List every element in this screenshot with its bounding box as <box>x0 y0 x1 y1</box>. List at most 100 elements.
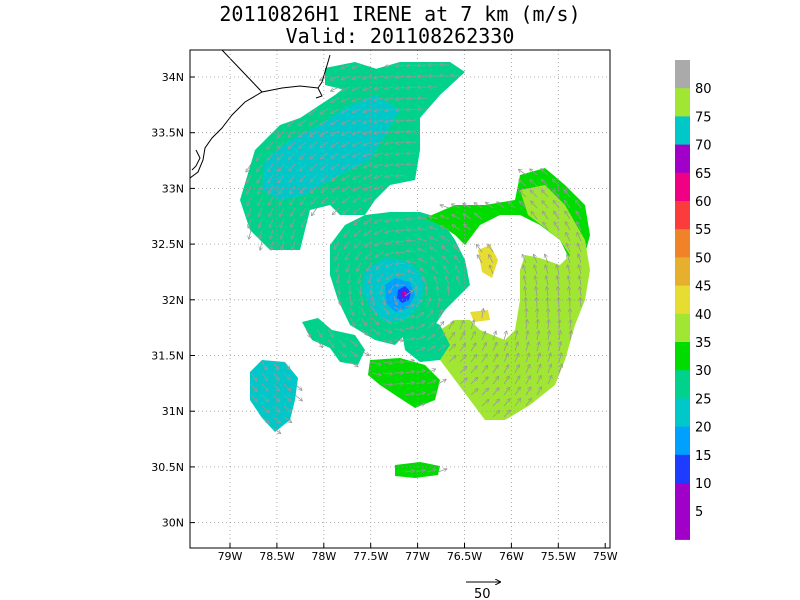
wind-vector <box>270 218 274 227</box>
wind-vector <box>415 336 424 341</box>
wind-vector <box>426 299 430 308</box>
wind-vector <box>426 287 427 297</box>
wind-vector <box>364 174 373 179</box>
wind-vector <box>261 383 268 391</box>
wind-vector <box>342 64 351 68</box>
wind-vector <box>272 361 278 369</box>
wind-vector <box>514 376 520 385</box>
colorbar-swatch <box>675 426 690 456</box>
wind-vector <box>514 387 520 396</box>
wind-vector <box>282 240 285 250</box>
wind-vector <box>492 411 500 418</box>
wind-vector <box>437 287 438 297</box>
wind-vector <box>283 405 291 412</box>
wind-vector <box>470 343 476 352</box>
wind-vector <box>288 119 296 126</box>
wind-vector <box>559 331 560 341</box>
wind-vector <box>454 256 461 264</box>
wind-vector <box>534 255 538 264</box>
wind-vector <box>271 240 273 250</box>
wind-vector <box>353 163 362 168</box>
wind-vector <box>364 196 373 201</box>
wind-vector <box>407 120 417 121</box>
wind-vector <box>525 376 530 385</box>
lon-label: 77W <box>405 550 430 563</box>
colorbar-swatch <box>675 201 690 230</box>
wind-vector <box>353 119 362 123</box>
coastline-inlet <box>191 149 201 171</box>
wind-vector <box>470 366 477 374</box>
wind-vector <box>448 287 449 297</box>
wind-vector <box>547 353 551 363</box>
wind-vector <box>448 321 453 330</box>
wind-vector <box>470 332 475 341</box>
wind-vector <box>335 251 340 260</box>
wind-vector <box>548 320 549 330</box>
wind-vector <box>331 152 340 158</box>
wind-vector <box>385 153 395 155</box>
wind-vector <box>418 218 428 219</box>
wind-vector <box>481 388 488 396</box>
wind-vector <box>545 254 549 264</box>
wind-vector <box>354 218 362 225</box>
wind-vector <box>542 180 549 187</box>
wind-vector <box>525 342 529 352</box>
lat-label: 32.5N <box>151 238 184 251</box>
wind-vector <box>426 346 435 352</box>
wind-vector <box>407 87 417 88</box>
wind-vector <box>270 229 274 239</box>
wind-vector <box>407 142 417 143</box>
wind-vector <box>396 263 406 264</box>
longitude-labels: 79W 78.5W 78W 77.5W 77W 76.5W 76W 75.5W 75W <box>218 550 618 563</box>
wind-vector <box>338 273 339 283</box>
wind-vector <box>272 394 280 401</box>
wind-vector <box>519 180 527 187</box>
wind-vector <box>360 328 368 335</box>
wind-vector <box>396 120 406 121</box>
wind-vector <box>430 247 439 253</box>
colorbar-swatch <box>675 370 690 399</box>
wind-vector <box>554 211 560 220</box>
wind-vector <box>396 109 406 110</box>
wind-vector <box>374 185 384 189</box>
wind-vector <box>352 97 362 101</box>
wind-vector <box>407 240 417 241</box>
wind-vector <box>342 141 351 146</box>
wind-vector <box>441 236 450 242</box>
wind-vector <box>385 175 395 177</box>
colorbar-swatch <box>675 88 690 117</box>
wind-vector <box>503 343 507 352</box>
wind-vector <box>292 229 296 238</box>
colorbar-labels: 80 75 70 65 60 55 50 45 40 35 30 25 20 15 10 5 <box>695 82 712 520</box>
wind-vector <box>543 222 549 231</box>
wind-vector <box>332 185 340 192</box>
wind-vector <box>426 311 433 319</box>
wind-vector <box>426 380 435 385</box>
colorbar-swatch <box>675 144 690 174</box>
colorbar-swatch <box>675 511 690 540</box>
colorbar-swatches <box>675 60 690 540</box>
wind-vector <box>548 331 549 341</box>
wind-vector <box>418 239 428 241</box>
wind-vector <box>459 332 465 341</box>
wind-vector <box>360 306 365 315</box>
wind-vector <box>321 185 329 192</box>
wind-vector <box>542 190 549 198</box>
wind-vector <box>547 298 548 308</box>
wind-vector <box>519 169 527 176</box>
wind-vector <box>353 130 362 135</box>
wind-vector <box>368 273 373 282</box>
wind-vector <box>348 273 350 283</box>
colorbar-swatch <box>675 342 690 371</box>
wind-vector <box>503 365 509 374</box>
wind-vector <box>578 254 582 264</box>
wind-vector <box>302 218 307 227</box>
wind-vector <box>415 300 422 308</box>
wind-vector <box>269 207 274 216</box>
wind-vector <box>477 245 483 253</box>
wind-vector <box>339 295 341 305</box>
wind-vector <box>492 388 499 396</box>
wind-band-east-45 <box>478 245 498 278</box>
wind-vector <box>407 65 417 66</box>
